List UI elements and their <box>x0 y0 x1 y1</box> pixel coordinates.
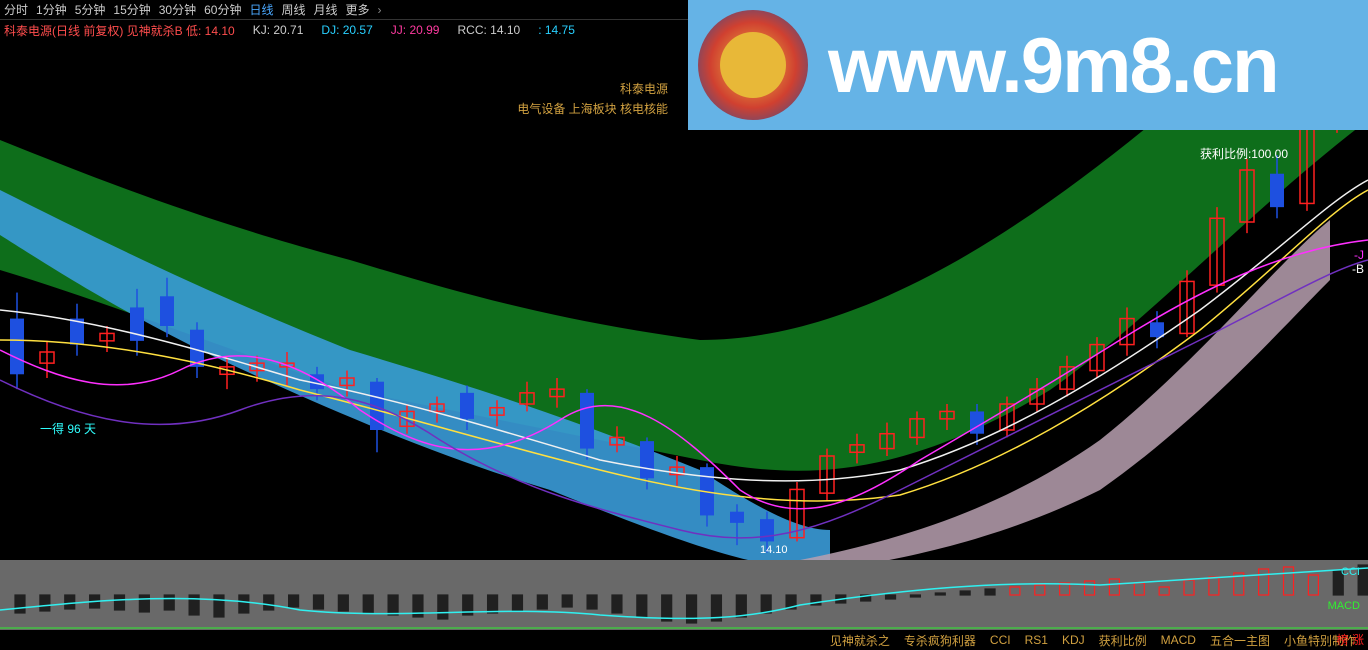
rcc-value: RCC: 14.10 <box>457 23 520 37</box>
timeframe-6[interactable]: 日线 <box>249 1 273 18</box>
indicator-tabs: 见神就杀之专杀疯狗利器CCIRS1KDJ获利比例MACD五合一主图小鱼特别制作 <box>0 630 1368 650</box>
sub-chart-canvas <box>0 560 1368 630</box>
cci-label: CCI <box>1341 566 1360 578</box>
timeframe-1[interactable]: 1分钟 <box>36 1 67 18</box>
dj-value: DJ: 20.57 <box>321 23 372 37</box>
timeframe-4[interactable]: 30分钟 <box>159 1 196 18</box>
jj-value: JJ: 20.99 <box>391 23 440 37</box>
macd-label: MACD <box>1328 600 1360 612</box>
timeframe-2[interactable]: 5分钟 <box>75 1 106 18</box>
indicator-tab-3[interactable]: RS1 <box>1025 633 1048 647</box>
indicator-tab-1[interactable]: 专杀疯狗利器 <box>904 632 976 649</box>
sub-chart[interactable]: CCI MACD <box>0 560 1368 630</box>
timeframe-8[interactable]: 月线 <box>314 1 338 18</box>
timeframe-0[interactable]: 分时 <box>4 1 28 18</box>
kj-value: KJ: 20.71 <box>253 23 304 37</box>
stock-info: 科泰电源(日线 前复权) 见神就杀B 低: 14.10 <box>4 22 235 39</box>
watermark-coin-icon <box>698 10 808 120</box>
timeframe-5[interactable]: 60分钟 <box>204 1 241 18</box>
timeframe-7[interactable]: 周线 <box>281 1 305 18</box>
indicator-tab-7[interactable]: 五合一主图 <box>1210 632 1270 649</box>
watermark-banner: www.9m8.cn <box>688 0 1368 130</box>
indicator-tab-0[interactable]: 见神就杀之 <box>830 632 890 649</box>
timeframe-9[interactable]: 更多 <box>346 1 370 18</box>
corner-red-text: 榜 涨 <box>1337 631 1364 648</box>
indicator-tab-5[interactable]: 获利比例 <box>1099 632 1147 649</box>
timeframe-more-icon[interactable]: › <box>378 3 382 17</box>
svg-text:14.10: 14.10 <box>760 544 788 556</box>
watermark-text: www.9m8.cn <box>828 20 1278 111</box>
indicator-tab-6[interactable]: MACD <box>1161 633 1196 647</box>
extra-value: : 14.75 <box>538 23 575 37</box>
indicator-tab-4[interactable]: KDJ <box>1062 633 1085 647</box>
timeframe-3[interactable]: 15分钟 <box>113 1 150 18</box>
indicator-tab-2[interactable]: CCI <box>990 633 1011 647</box>
